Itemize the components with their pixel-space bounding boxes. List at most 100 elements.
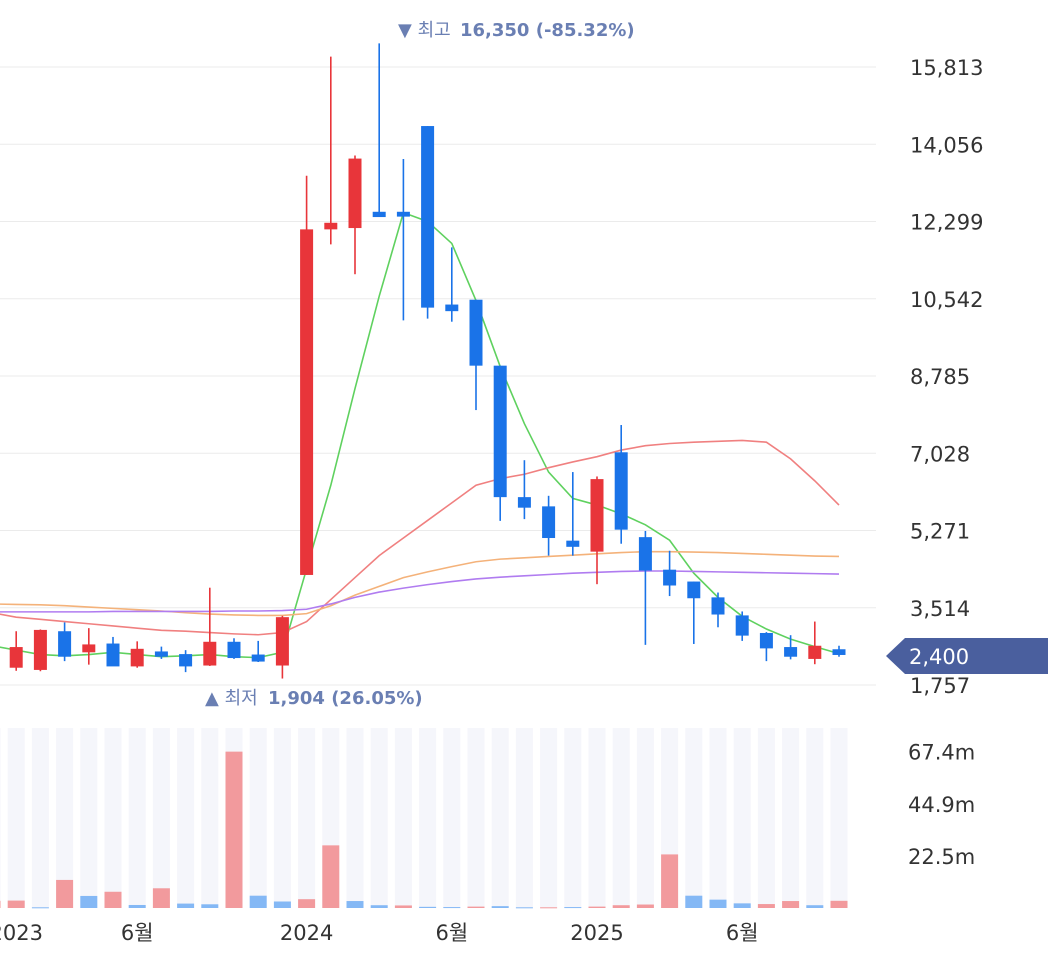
- price-tick-label: 7,028: [910, 442, 970, 466]
- volume-bars: [0, 751, 848, 909]
- candle: [372, 43, 386, 218]
- candle: [275, 615, 289, 679]
- candle-body: [348, 158, 362, 229]
- candle-body: [154, 651, 168, 657]
- candle: [469, 299, 483, 411]
- ma-line-ma60: [0, 550, 840, 617]
- candle-body: [227, 641, 241, 659]
- low-annotation-prefix: ▲ 최저: [205, 688, 258, 709]
- candle: [154, 646, 168, 659]
- volume-bar: [612, 905, 630, 908]
- volume-bar: [0, 900, 1, 908]
- volume-column-bg: [588, 728, 606, 908]
- candle-body: [106, 643, 120, 667]
- volume-column-bg: [104, 728, 122, 908]
- candle: [784, 635, 798, 660]
- candle: [179, 650, 193, 673]
- candle: [445, 247, 459, 322]
- price-tick-label: 1,757: [910, 674, 970, 698]
- volume-column-bg: [128, 728, 146, 908]
- time-tick-label: 6월: [121, 921, 154, 945]
- candle-body: [614, 452, 628, 530]
- candlesticks: [9, 43, 846, 679]
- price-tick-label: 3,514: [910, 597, 970, 621]
- volume-column-bg: [249, 728, 267, 908]
- low-annotation: ▲ 최저 1,904 (26.05%): [205, 688, 423, 709]
- candle: [58, 622, 72, 662]
- candle-body: [493, 365, 507, 498]
- volume-background: [0, 728, 848, 908]
- candle: [590, 476, 604, 585]
- ma-line-ma20: [0, 439, 840, 636]
- candle-body: [396, 211, 410, 217]
- volume-column-bg: [782, 728, 800, 908]
- volume-column-bg: [709, 728, 727, 908]
- volume-bar: [177, 903, 195, 908]
- volume-bar: [249, 895, 267, 908]
- candle-body: [82, 644, 96, 653]
- volume-bar: [201, 904, 219, 908]
- volume-column-bg: [443, 728, 461, 908]
- volume-column-bg: [491, 728, 509, 908]
- time-tick-label: 2024: [280, 921, 333, 945]
- time-tick-label: 2023: [0, 921, 43, 945]
- candle: [832, 645, 846, 657]
- volume-bar: [515, 907, 533, 909]
- volume-axis: 67.4m 44.9m 22.5m: [908, 741, 975, 869]
- candle-body: [445, 304, 459, 312]
- candle: [614, 425, 628, 544]
- volume-column-bg: [806, 728, 824, 908]
- time-tick-label: 2025: [570, 921, 623, 945]
- candle-body: [784, 647, 798, 657]
- candle-body: [566, 540, 580, 547]
- candle-body: [300, 229, 314, 575]
- volume-bar: [273, 901, 291, 908]
- volume-tick-label: 44.9m: [908, 793, 975, 817]
- volume-bar: [636, 904, 654, 908]
- volume-bar: [152, 888, 170, 908]
- volume-bar: [757, 904, 775, 908]
- candle-body: [517, 497, 531, 508]
- candle-body: [9, 647, 23, 668]
- time-axis: 2023 6월 2024 6월 2025 6월: [0, 921, 759, 945]
- candle: [300, 175, 314, 575]
- current-price-label: 2,400: [909, 645, 969, 669]
- volume-column-bg: [201, 728, 219, 908]
- volume-bar: [31, 907, 49, 909]
- candle: [638, 530, 652, 645]
- volume-bar: [298, 899, 316, 908]
- candle: [396, 159, 410, 321]
- volume-column-bg: [56, 728, 74, 908]
- candle-body: [832, 649, 846, 655]
- candle: [566, 472, 580, 556]
- volume-bar: [419, 906, 437, 908]
- volume-bar: [225, 751, 243, 908]
- candle-body: [711, 597, 725, 615]
- candle: [9, 631, 23, 671]
- current-price-tag: 2,400: [886, 638, 1048, 674]
- volume-column-bg: [636, 728, 654, 908]
- volume-column-bg: [540, 728, 558, 908]
- price-tick-label: 8,785: [910, 365, 970, 389]
- candle: [251, 640, 265, 663]
- volume-column-bg: [515, 728, 533, 908]
- volume-bar: [7, 900, 25, 908]
- low-annotation-value: 1,904 (26.05%): [268, 688, 423, 709]
- candle-body: [808, 645, 822, 659]
- volume-bar: [370, 905, 388, 908]
- candle: [130, 641, 144, 668]
- volume-bar: [104, 891, 122, 908]
- candle: [808, 621, 822, 665]
- volume-bar: [564, 907, 582, 909]
- candle: [324, 56, 338, 245]
- volume-column-bg: [733, 728, 751, 908]
- volume-column-bg: [31, 728, 49, 908]
- volume-bar: [685, 895, 703, 908]
- price-tick-label: 15,813: [910, 56, 983, 80]
- time-tick-label: 6월: [726, 921, 759, 945]
- candle-body: [421, 126, 435, 308]
- volume-column-bg: [612, 728, 630, 908]
- volume-bar: [346, 901, 364, 908]
- volume-bar: [709, 899, 727, 908]
